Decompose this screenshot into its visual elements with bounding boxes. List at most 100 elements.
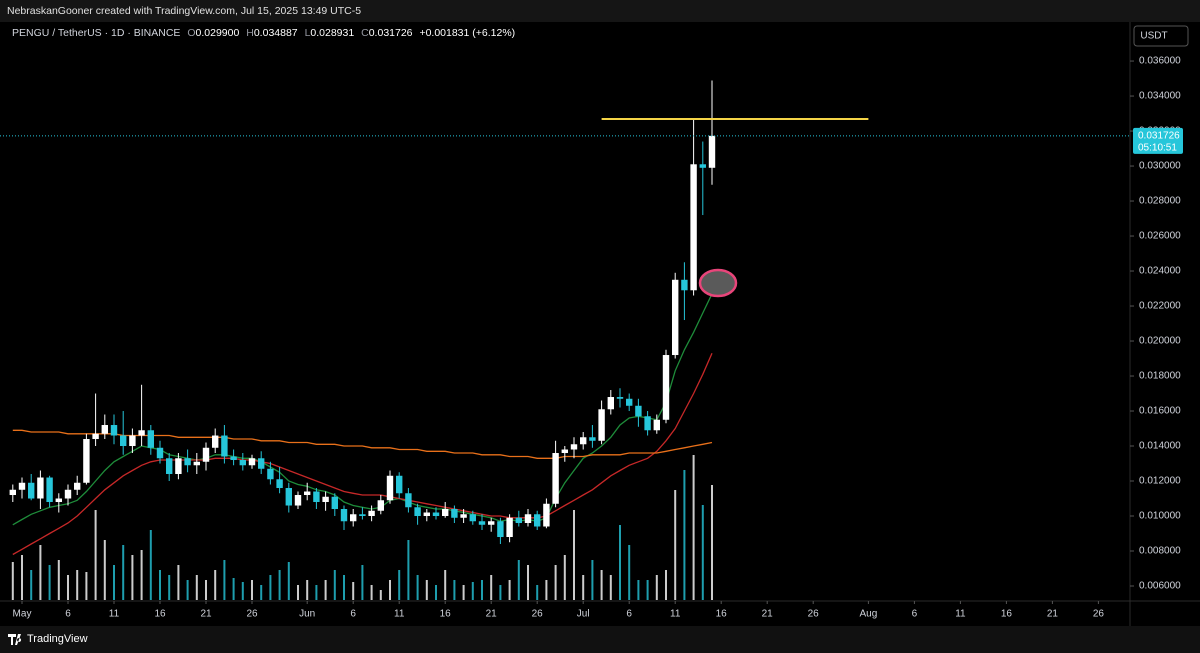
volume-bar <box>269 575 272 600</box>
currency-button[interactable] <box>1133 25 1189 47</box>
y-tick-label: 0.010000 <box>1139 511 1181 522</box>
volume-bar <box>554 565 557 600</box>
x-tick-label: 21 <box>1047 609 1059 620</box>
volume-bar <box>140 550 143 600</box>
x-tick-label: 16 <box>1001 609 1013 620</box>
volume-bar <box>425 580 428 600</box>
volume-bar <box>39 545 42 600</box>
candle-body <box>166 458 173 475</box>
volume-bar <box>287 562 290 600</box>
y-tick-label: 0.034000 <box>1139 91 1181 102</box>
candle-body <box>423 512 430 517</box>
candle-body <box>561 449 568 454</box>
x-tick-label: Aug <box>860 609 878 620</box>
y-tick-label: 0.008000 <box>1139 546 1181 557</box>
volume-bar <box>545 580 548 600</box>
volume-bar <box>21 555 23 600</box>
x-tick-label: 16 <box>440 609 452 620</box>
candle-body <box>221 435 228 457</box>
candle-body <box>184 458 191 466</box>
volume-bar <box>67 575 69 600</box>
candle-body <box>18 482 26 490</box>
volume-bar <box>122 545 125 600</box>
credit: NebraskanGooner created with TradingView… <box>7 5 361 17</box>
candle-body <box>386 475 394 501</box>
ohlc-value: 0.029900 <box>196 27 240 39</box>
candle-body <box>294 495 302 506</box>
volume-bar <box>232 578 235 600</box>
candle-body <box>432 512 440 517</box>
candle-body <box>570 444 578 450</box>
candle-body <box>193 461 200 466</box>
volume-bar <box>361 565 364 600</box>
volume-bar <box>462 585 465 600</box>
x-tick-label: 11 <box>670 609 681 620</box>
currency-label: USDT <box>1140 31 1167 42</box>
volume-bar <box>76 570 79 600</box>
volume-bar <box>48 565 51 600</box>
volume-bar <box>692 455 695 600</box>
candle-body <box>350 514 357 522</box>
volume-bar <box>453 580 456 600</box>
candle-body <box>690 164 697 291</box>
volume-bar <box>177 565 180 600</box>
candle-body <box>607 397 614 410</box>
ohlc-key: C <box>361 27 369 39</box>
candle-body <box>46 477 53 503</box>
candle-body <box>442 509 449 517</box>
volume-bar <box>94 510 97 600</box>
volume-bar <box>508 580 511 600</box>
volume-bar <box>389 580 391 600</box>
candle-body <box>110 425 118 436</box>
y-tick-label: 0.030000 <box>1139 161 1181 172</box>
legend-line: PENGU / TetherUS · 1D · BINANCE O0.02990… <box>12 27 515 39</box>
candle-body <box>129 435 136 447</box>
volume-bar <box>591 560 594 600</box>
volume-bar <box>159 570 161 600</box>
candle-body <box>635 405 642 417</box>
candle-body <box>405 493 412 508</box>
candle-body <box>120 435 127 447</box>
candle-body <box>83 439 90 483</box>
candle-body <box>644 416 651 431</box>
candle-body <box>708 135 716 168</box>
volume-bar <box>205 580 207 600</box>
candle-body <box>598 409 605 441</box>
x-tick-label: 11 <box>955 609 966 620</box>
candle-body <box>64 489 72 499</box>
volume-bar <box>214 570 217 600</box>
candle-body <box>396 475 403 494</box>
x-tick-label: 16 <box>154 609 166 620</box>
volume-bar <box>471 582 474 600</box>
y-tick-label: 0.036000 <box>1139 56 1181 67</box>
volume-bar <box>683 470 686 600</box>
candle-body <box>488 521 495 525</box>
candle-body <box>368 510 375 517</box>
x-tick-label: 11 <box>109 609 120 620</box>
logo <box>8 634 22 645</box>
volume-bar <box>416 575 419 600</box>
ohlc-key: H <box>246 27 254 39</box>
candle-body <box>340 509 348 522</box>
volume-bar <box>379 590 382 600</box>
volume-bar <box>655 575 658 600</box>
candle-body <box>212 435 219 448</box>
volume-bar <box>435 585 437 600</box>
legend: PENGU / TetherUS · 1D · BINANCE O0.02990… <box>12 27 515 39</box>
candle-body <box>156 447 164 459</box>
candle-body <box>589 437 596 441</box>
volume-bar <box>646 580 649 600</box>
volume-bar <box>637 580 640 600</box>
volume-bar <box>324 580 327 600</box>
y-tick-label: 0.014000 <box>1139 441 1181 452</box>
change: +0.001831 (+6.12%) <box>419 27 515 39</box>
candle-body <box>304 491 311 496</box>
x-tick-label: 26 <box>1093 609 1105 620</box>
volume-bar <box>57 560 60 600</box>
x-tick-label: 21 <box>200 609 212 620</box>
x-tick-label: 16 <box>716 609 728 620</box>
volume-bar <box>11 562 14 600</box>
volume-bar <box>407 540 410 600</box>
candle-body <box>28 482 35 499</box>
candle-body <box>248 458 256 466</box>
